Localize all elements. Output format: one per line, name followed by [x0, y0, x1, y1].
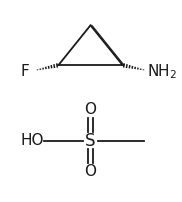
Text: O: O — [84, 164, 96, 179]
Text: HO: HO — [21, 133, 44, 148]
Text: F: F — [20, 64, 29, 79]
Text: O: O — [84, 102, 96, 118]
Text: NH$_2$: NH$_2$ — [147, 62, 177, 81]
Text: S: S — [85, 132, 96, 150]
